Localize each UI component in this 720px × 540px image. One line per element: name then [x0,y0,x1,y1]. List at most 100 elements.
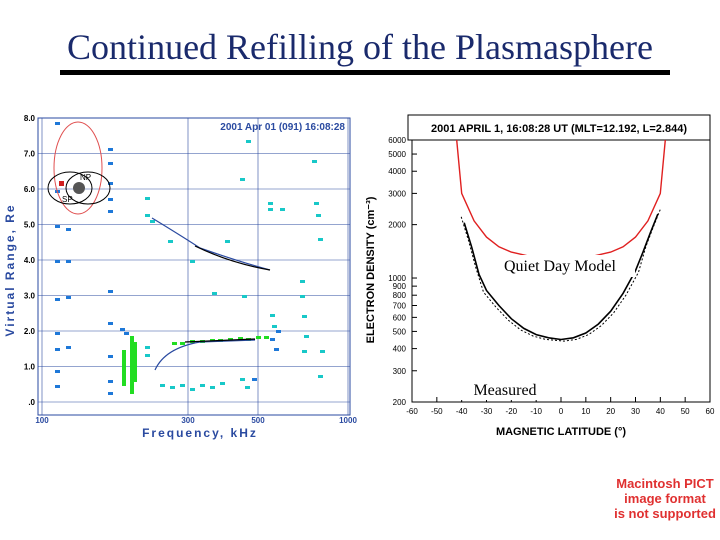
echo-point-green [238,337,243,340]
echo-point-blue [55,332,60,335]
echo-point-blue [108,182,113,185]
ionogram-title: 2001 Apr 01 (091) 16:08:28 [220,122,345,133]
density-y-tick-label: 2000 [388,221,406,230]
echo-point-blue [108,380,113,383]
echo-point-cyan [160,384,165,387]
echo-band-green [122,350,126,386]
echo-point-cyan [300,295,305,298]
measured-label-bg [460,378,550,400]
inset-label-np: NP [80,173,91,182]
echo-point-blue [120,328,125,331]
echo-point-cyan [318,238,323,241]
echo-point-cyan [190,260,195,263]
ionogram-chart: 8.0 7.0 6.0 5.0 4.0 3.0 2.0 1.0 .0 100 300 500 1000… [3,114,357,440]
density-y-tick-label: 900 [393,282,407,291]
echo-point-cyan [304,335,309,338]
echo-point-cyan [145,354,150,357]
echo-point-cyan [280,208,285,211]
title-underline [60,70,670,75]
ionogram-y-tick-label: 7.0 [24,150,36,159]
pict-note-line-2: image format [624,491,706,506]
inset-plasmasphere-2 [65,171,111,205]
density-x-tick-label: -40 [456,407,468,416]
echo-point-blue [108,322,113,325]
ionogram-frame [37,117,351,416]
echo-point-blue [55,122,60,125]
inset-plasmasphere [47,171,93,205]
ionogram-y-tick-label: .0 [28,398,35,407]
ionogram-y-tick-label: 8.0 [24,114,36,123]
echo-point-green [256,336,261,339]
echo-point-cyan [316,214,321,217]
ionogram-x-tick-label: 1000 [339,416,357,425]
echo-point-blue [108,355,113,358]
echo-point-blue [108,392,113,395]
echo-point-blue [108,198,113,201]
fit-curve-upper [194,245,271,271]
fit-curve-lower [184,338,256,343]
density-x-tick-label: 30 [631,407,640,416]
echo-point-cyan [302,350,307,353]
echo-point-blue [108,148,113,151]
inset-label-sp: SP [62,195,73,204]
inset-satellite [59,181,64,186]
ionogram-y-ticks: 8.0 7.0 6.0 5.0 4.0 3.0 2.0 1.0 .0 [24,114,36,407]
ionogram-x-label: Frequency, kHz [142,426,258,440]
measured-fit-dotted [460,207,662,342]
echo-point-cyan [320,350,325,353]
density-x-tick-label: 50 [681,407,690,416]
echo-point-cyan [300,280,305,283]
echo-point-cyan [318,375,323,378]
inset-field-line [53,121,103,215]
echo-point-blue [274,348,279,351]
density-y-tick-label: 200 [393,398,407,407]
echo-point-cyan [210,386,215,389]
echo-point-cyan [145,197,150,200]
echo-point-blue [55,348,60,351]
echo-point-blue [66,296,71,299]
echo-point-blue [55,385,60,388]
pict-note-line-1: Macintosh PICT [616,476,714,491]
echo-point-cyan [200,384,205,387]
echo-point-green [172,342,177,345]
measured-line [463,213,659,341]
echo-point-cyan [268,208,273,211]
density-x-tick-label: 20 [606,407,615,416]
echo-point-green [180,342,185,345]
measured-annotation: Measured [473,382,536,399]
density-x-label: MAGNETIC LATITUDE (°) [496,426,626,438]
ionogram-x-ticks: 100 300 500 1000 [35,416,357,425]
pict-note-line-3: is not supported [614,506,716,521]
ionogram-y-tick-label: 1.0 [24,363,36,372]
density-x-tick-label: -20 [506,407,518,416]
density-y-tick-label: 5000 [388,150,406,159]
density-x-tick-label: 10 [581,407,590,416]
echo-point-blue [66,260,71,263]
echo-point-blue [66,346,71,349]
pict-unsupported-note: Macintosh PICT image format is not suppo… [600,476,720,521]
density-y-tick-label: 400 [393,345,407,354]
density-y-label: ELECTRON DENSITY (cm⁻³) [365,196,377,343]
density-y-tick-label: 1000 [388,274,406,283]
density-x-tick-label: -60 [406,407,418,416]
echo-point-blue [55,298,60,301]
echo-point-blue [276,330,281,333]
density-x-tick-label: -50 [431,407,443,416]
density-y-tick-label: 700 [393,301,407,310]
echo-point-blue [55,225,60,228]
echo-trace-lower [154,339,256,371]
density-y-tick-label: 3000 [388,189,406,198]
echo-point-cyan [145,346,150,349]
echo-point-cyan [268,202,273,205]
echo-point-cyan [314,202,319,205]
echo-point-blue [66,228,71,231]
density-x-tick-label: -10 [530,407,542,416]
density-y-tick-label: 600 [393,313,407,322]
ionogram-y-tick-label: 3.0 [24,292,36,301]
ionogram-y-tick-label: 2.0 [24,327,36,336]
echo-point-blue [270,338,275,341]
density-x-tick-label: 60 [706,407,715,416]
model-label-bg [485,255,635,277]
slide-title: Continued Refilling of the Plasmasphere [67,27,653,67]
